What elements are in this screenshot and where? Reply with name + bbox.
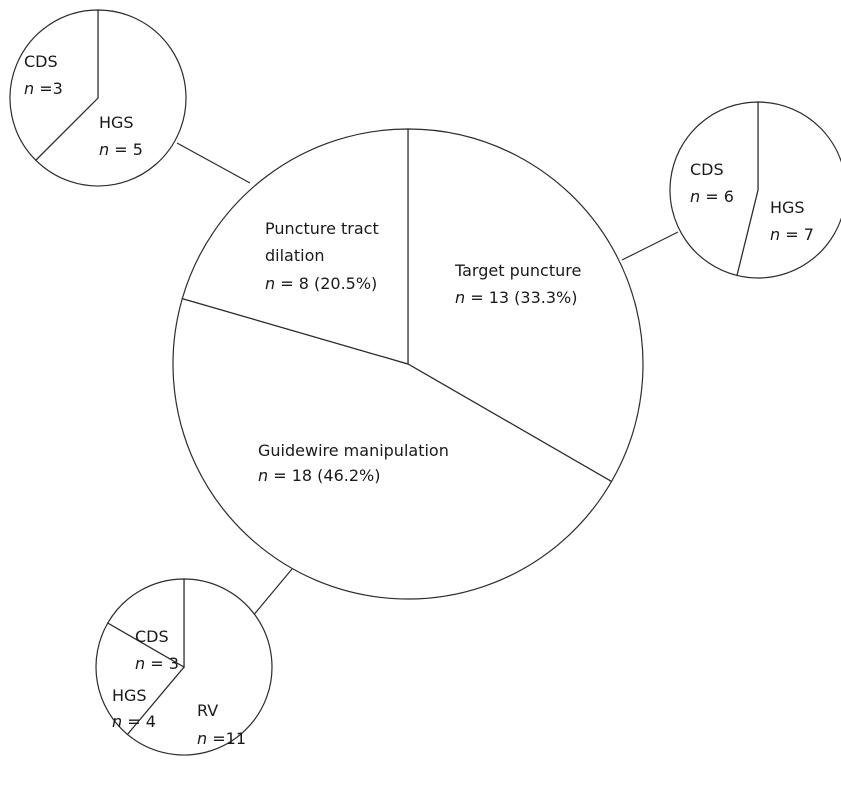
n-symbol: n bbox=[258, 466, 268, 485]
main-slice-value-guidewire-manipulation: n = 18 (46.2%) bbox=[258, 466, 380, 485]
guidewire-manipulation-breakdown-slice-cds bbox=[106, 578, 185, 669]
main-slice-puncture-tract-dilation bbox=[181, 128, 409, 365]
target-puncture-breakdown-slice-value-hgs: n = 7 bbox=[770, 225, 814, 244]
value-text: =3 bbox=[34, 79, 63, 98]
value-text: = 4 bbox=[122, 712, 156, 731]
value-text: = 3 bbox=[145, 654, 179, 673]
puncture-tract-dilation-breakdown-slice-hgs bbox=[34, 9, 187, 187]
main-slice-value-puncture-tract-dilation: n = 8 (20.5%) bbox=[265, 274, 377, 293]
puncture-tract-dilation-breakdown-slice-label-cds: CDS bbox=[24, 52, 58, 71]
main-slice-target-puncture bbox=[407, 128, 644, 483]
main-slice-value-target-puncture: n = 13 (33.3%) bbox=[455, 288, 577, 307]
main-slice-guidewire-manipulation bbox=[172, 297, 613, 600]
target-puncture-breakdown-slice-label-cds: CDS bbox=[690, 160, 724, 179]
value-text: = 7 bbox=[780, 225, 814, 244]
main-slice-label-puncture-tract-dilation-line-2: dilation bbox=[265, 246, 325, 265]
guidewire-manipulation-breakdown-slice-label-hgs: HGS bbox=[112, 686, 147, 705]
n-symbol: n bbox=[24, 79, 34, 98]
puncture-tract-dilation-breakdown-slice-value-hgs: n = 5 bbox=[99, 140, 143, 159]
guidewire-manipulation-breakdown-slice-value-hgs: n = 4 bbox=[112, 712, 156, 731]
puncture-tract-dilation-breakdown-slice-value-cds: n =3 bbox=[24, 79, 63, 98]
value-text: = 6 bbox=[700, 187, 734, 206]
n-symbol: n bbox=[690, 187, 700, 206]
guidewire-manipulation-breakdown-slice-label-cds: CDS bbox=[135, 627, 169, 646]
target-puncture-breakdown-connector-line bbox=[621, 231, 679, 261]
guidewire-manipulation-breakdown-slice-label-rv: RV bbox=[197, 701, 218, 720]
puncture-tract-dilation-breakdown-slice-label-hgs: HGS bbox=[99, 113, 134, 132]
n-symbol: n bbox=[135, 654, 145, 673]
main-slice-label-target-puncture: Target puncture bbox=[454, 261, 581, 280]
value-text: = 18 (46.2%) bbox=[268, 466, 380, 485]
target-puncture-breakdown-slice-label-hgs: HGS bbox=[770, 198, 805, 217]
guidewire-manipulation-breakdown-slice-hgs bbox=[95, 622, 185, 736]
guidewire-manipulation-breakdown-slice-value-rv: n =11 bbox=[197, 729, 246, 748]
n-symbol: n bbox=[455, 288, 465, 307]
n-symbol: n bbox=[197, 729, 207, 748]
puncture-tract-dilation-breakdown-connector-line bbox=[176, 142, 251, 184]
n-symbol: n bbox=[112, 712, 122, 731]
n-symbol: n bbox=[99, 140, 109, 159]
main-slice-label-puncture-tract-dilation-line-1: Puncture tract bbox=[265, 219, 379, 238]
value-text: = 13 (33.3%) bbox=[465, 288, 577, 307]
target-puncture-breakdown-slice-value-cds: n = 6 bbox=[690, 187, 734, 206]
puncture-tract-dilation-breakdown-slice-cds bbox=[9, 9, 99, 162]
guidewire-manipulation-breakdown-slice-value-cds: n = 3 bbox=[135, 654, 179, 673]
value-text: =11 bbox=[207, 729, 246, 748]
value-text: = 5 bbox=[109, 140, 143, 159]
target-puncture-breakdown-slice-hgs bbox=[736, 101, 841, 279]
guidewire-manipulation-breakdown-slice-rv bbox=[126, 578, 273, 756]
main-slice-label-guidewire-manipulation: Guidewire manipulation bbox=[258, 441, 449, 460]
n-symbol: n bbox=[265, 274, 275, 293]
target-puncture-breakdown-slice-cds bbox=[669, 101, 759, 277]
n-symbol: n bbox=[770, 225, 780, 244]
value-text: = 8 (20.5%) bbox=[275, 274, 377, 293]
